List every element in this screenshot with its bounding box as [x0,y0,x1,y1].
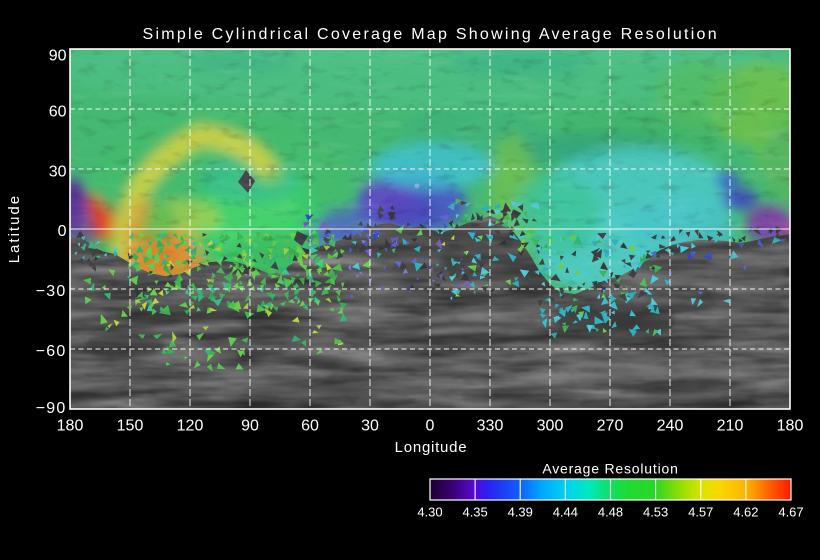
svg-text:0: 0 [58,223,67,240]
svg-text:4.30: 4.30 [417,504,442,519]
svg-text:330: 330 [477,417,504,434]
svg-text:300: 300 [537,417,564,434]
svg-text:Average Resolution: Average Resolution [542,461,678,477]
svg-text:4.53: 4.53 [643,504,668,519]
svg-text:4.44: 4.44 [553,504,578,519]
svg-text:Longitude: Longitude [395,439,468,456]
svg-text:−60: −60 [36,343,67,360]
svg-text:4.48: 4.48 [598,504,623,519]
svg-text:4.39: 4.39 [508,504,533,519]
svg-text:270: 270 [597,417,624,434]
svg-text:Latitude: Latitude [6,194,23,263]
svg-text:30: 30 [49,164,67,181]
svg-text:−90: −90 [36,400,67,417]
svg-text:90: 90 [49,48,67,65]
svg-text:180: 180 [57,417,84,434]
svg-text:60: 60 [301,417,319,434]
svg-text:60: 60 [49,104,67,121]
svg-text:180: 180 [777,417,804,434]
svg-text:30: 30 [361,417,379,434]
svg-text:4.57: 4.57 [688,504,713,519]
svg-text:210: 210 [717,417,744,434]
svg-text:−30: −30 [36,283,67,300]
svg-text:Simple Cylindrical Coverage Ma: Simple Cylindrical Coverage Map Showing … [143,26,719,43]
svg-text:4.62: 4.62 [733,504,758,519]
svg-text:240: 240 [657,417,684,434]
svg-text:120: 120 [177,417,204,434]
svg-text:4.35: 4.35 [462,504,487,519]
svg-text:90: 90 [241,417,259,434]
svg-text:4.67: 4.67 [778,504,803,519]
svg-text:150: 150 [117,417,144,434]
svg-text:0: 0 [426,417,435,434]
